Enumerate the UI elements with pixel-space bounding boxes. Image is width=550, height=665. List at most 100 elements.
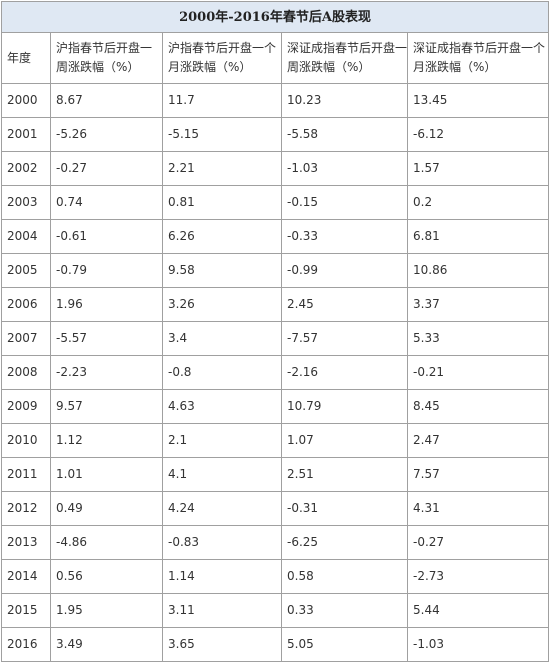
cell-sh-month: 11.7 bbox=[162, 83, 282, 118]
table-row: 2011 1.01 4.1 2.51 7.57 bbox=[1, 457, 550, 492]
cell-sz-month: 5.44 bbox=[406, 593, 550, 628]
cell-sh-week: -5.26 bbox=[50, 117, 163, 152]
table-row: 2002 -0.27 2.21 -1.03 1.57 bbox=[1, 151, 550, 186]
cell-sz-month: 6.81 bbox=[406, 219, 550, 254]
cell-year: 2016 bbox=[1, 627, 51, 662]
table-row: 2014 0.56 1.14 0.58 -2.73 bbox=[1, 559, 550, 594]
cell-sz-week: 5.05 bbox=[281, 627, 408, 662]
cell-sh-week: -2.23 bbox=[50, 355, 163, 390]
table-row: 2006 1.96 3.26 2.45 3.37 bbox=[1, 287, 550, 322]
cell-sz-week: -5.58 bbox=[281, 117, 408, 152]
cell-sz-week: 0.33 bbox=[281, 593, 408, 628]
table-row: 2008 -2.23 -0.8 -2.16 -0.21 bbox=[1, 355, 550, 390]
cell-sh-month: 9.58 bbox=[162, 253, 282, 288]
table-title-row: 2000年-2016年春节后A股表现 bbox=[0, 1, 550, 33]
cell-sh-week: -5.57 bbox=[50, 321, 163, 356]
cell-year: 2006 bbox=[1, 287, 51, 322]
cell-sz-month: 13.45 bbox=[406, 83, 550, 118]
cell-year: 2010 bbox=[1, 423, 51, 458]
cell-sh-week: -0.61 bbox=[50, 219, 163, 254]
table-row: 2009 9.57 4.63 10.79 8.45 bbox=[1, 389, 550, 424]
cell-sz-week: 10.23 bbox=[281, 83, 408, 118]
cell-sh-week: -4.86 bbox=[50, 525, 163, 560]
table-row: 2003 0.74 0.81 -0.15 0.2 bbox=[1, 185, 550, 220]
cell-year: 2004 bbox=[1, 219, 51, 254]
cell-sz-week: -0.31 bbox=[281, 491, 408, 526]
cell-sz-month: 5.33 bbox=[406, 321, 550, 356]
cell-year: 2009 bbox=[1, 389, 51, 424]
cell-year: 2013 bbox=[1, 525, 51, 560]
table-row: 2012 0.49 4.24 -0.31 4.31 bbox=[1, 491, 550, 526]
cell-sz-month: 4.31 bbox=[406, 491, 550, 526]
cell-sh-month: 2.21 bbox=[162, 151, 282, 186]
table-row: 2015 1.95 3.11 0.33 5.44 bbox=[1, 593, 550, 628]
cell-sh-month: 3.4 bbox=[162, 321, 282, 356]
cell-year: 2012 bbox=[1, 491, 51, 526]
cell-sh-week: 0.49 bbox=[50, 491, 163, 526]
cell-sz-week: 10.79 bbox=[281, 389, 408, 424]
table-row: 2013 -4.86 -0.83 -6.25 -0.27 bbox=[1, 525, 550, 560]
cell-sh-month: -0.8 bbox=[162, 355, 282, 390]
table-row: 2000 8.67 11.7 10.23 13.45 bbox=[1, 83, 550, 118]
table-header-row: 年度 沪指春节后开盘一周涨跌幅（%） 沪指春节后开盘一个月涨跌幅（%） 深证成指… bbox=[1, 32, 550, 84]
cell-sz-week: 0.58 bbox=[281, 559, 408, 594]
cell-year: 2005 bbox=[1, 253, 51, 288]
cell-sz-month: -2.73 bbox=[406, 559, 550, 594]
cell-sh-week: 3.49 bbox=[50, 627, 163, 662]
table-row: 2016 3.49 3.65 5.05 -1.03 bbox=[1, 627, 550, 662]
cell-sh-month: 4.1 bbox=[162, 457, 282, 492]
cell-sz-week: -0.15 bbox=[281, 185, 408, 220]
cell-year: 2011 bbox=[1, 457, 51, 492]
cell-sh-week: 1.96 bbox=[50, 287, 163, 322]
cell-sz-month: 10.86 bbox=[406, 253, 550, 288]
cell-year: 2001 bbox=[1, 117, 51, 152]
cell-sz-week: 2.45 bbox=[281, 287, 408, 322]
cell-year: 2014 bbox=[1, 559, 51, 594]
cell-sz-month: 2.47 bbox=[406, 423, 550, 458]
cell-year: 2015 bbox=[1, 593, 51, 628]
cell-sh-week: 0.56 bbox=[50, 559, 163, 594]
cell-sz-week: -0.33 bbox=[281, 219, 408, 254]
table-row: 2005 -0.79 9.58 -0.99 10.86 bbox=[1, 253, 550, 288]
column-header-sh-month: 沪指春节后开盘一个月涨跌幅（%） bbox=[162, 32, 282, 84]
cell-sz-month: -0.21 bbox=[406, 355, 550, 390]
cell-year: 2000 bbox=[1, 83, 51, 118]
cell-sz-week: -0.99 bbox=[281, 253, 408, 288]
cell-year: 2003 bbox=[1, 185, 51, 220]
table-row: 2007 -5.57 3.4 -7.57 5.33 bbox=[1, 321, 550, 356]
cell-sh-week: 9.57 bbox=[50, 389, 163, 424]
cell-year: 2008 bbox=[1, 355, 51, 390]
cell-sh-week: 0.74 bbox=[50, 185, 163, 220]
cell-sh-month: 3.11 bbox=[162, 593, 282, 628]
column-header-sz-week: 深证成指春节后开盘一周涨跌幅（%） bbox=[281, 32, 408, 84]
cell-sz-month: 7.57 bbox=[406, 457, 550, 492]
cell-sz-week: -2.16 bbox=[281, 355, 408, 390]
cell-sz-month: 1.57 bbox=[406, 151, 550, 186]
column-header-sh-week: 沪指春节后开盘一周涨跌幅（%） bbox=[50, 32, 163, 84]
cell-sh-week: 8.67 bbox=[50, 83, 163, 118]
table-row: 2010 1.12 2.1 1.07 2.47 bbox=[1, 423, 550, 458]
table-row: 2001 -5.26 -5.15 -5.58 -6.12 bbox=[1, 117, 550, 152]
column-header-sz-month: 深证成指春节后开盘一个月涨跌幅（%） bbox=[406, 32, 550, 84]
table-row: 2004 -0.61 6.26 -0.33 6.81 bbox=[1, 219, 550, 254]
cell-sh-month: 4.63 bbox=[162, 389, 282, 424]
cell-sh-week: 1.95 bbox=[50, 593, 163, 628]
cell-sh-month: 0.81 bbox=[162, 185, 282, 220]
cell-sz-month: -0.27 bbox=[406, 525, 550, 560]
cell-sz-week: -6.25 bbox=[281, 525, 408, 560]
cell-sh-week: 1.12 bbox=[50, 423, 163, 458]
cell-sz-week: 1.07 bbox=[281, 423, 408, 458]
cell-sh-week: -0.27 bbox=[50, 151, 163, 186]
cell-sh-month: 4.24 bbox=[162, 491, 282, 526]
cell-sz-month: -1.03 bbox=[406, 627, 550, 662]
column-header-year: 年度 bbox=[1, 32, 51, 84]
cell-sh-month: 3.26 bbox=[162, 287, 282, 322]
cell-sh-month: 1.14 bbox=[162, 559, 282, 594]
cell-sz-week: -1.03 bbox=[281, 151, 408, 186]
cell-sh-month: 2.1 bbox=[162, 423, 282, 458]
cell-sh-month: -5.15 bbox=[162, 117, 282, 152]
cell-year: 2002 bbox=[1, 151, 51, 186]
cell-year: 2007 bbox=[1, 321, 51, 356]
